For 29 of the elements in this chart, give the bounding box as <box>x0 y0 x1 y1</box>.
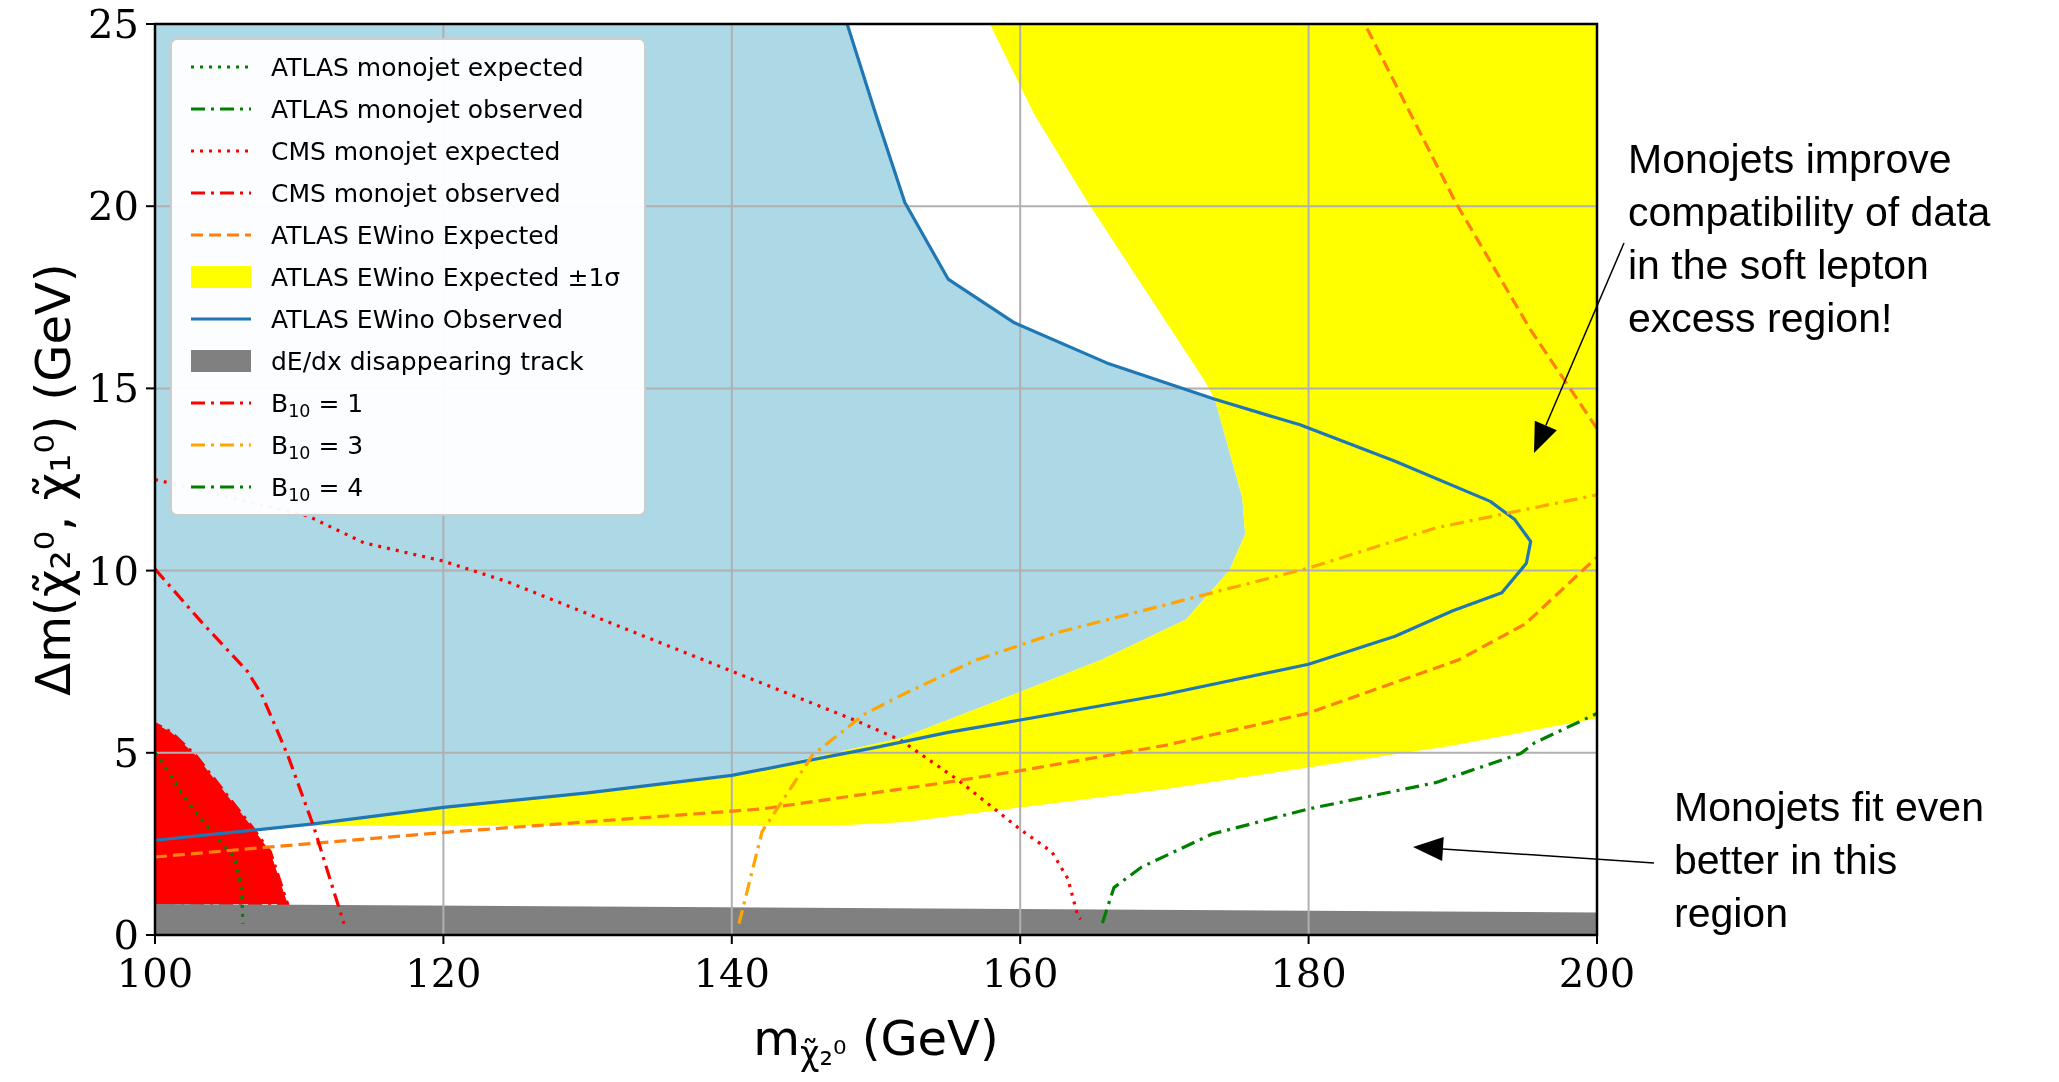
legend-label: B$_{10}$ = 3 <box>271 431 364 464</box>
y-tick-label: 5 <box>113 729 139 776</box>
x-tick-label: 160 <box>982 950 1059 996</box>
legend-label: ATLAS EWino Observed <box>271 305 564 334</box>
legend-label: CMS monojet expected <box>271 137 561 166</box>
y-tick-label: 10 <box>88 547 139 594</box>
legend-label: CMS monojet observed <box>271 179 561 208</box>
y-tick-label: 25 <box>88 1 139 47</box>
line-series <box>155 751 245 926</box>
line-series <box>737 493 1597 926</box>
legend-label: B$_{10}$ = 1 <box>271 389 364 422</box>
y-tick-label: 20 <box>88 183 139 230</box>
x-tick-label: 140 <box>693 950 770 996</box>
legend-label: ATLAS EWino Expected ±1σ <box>271 263 621 292</box>
text: Monojets fit even better in this region <box>1674 784 1984 936</box>
legend-label: B$_{10}$ = 4 <box>271 473 364 506</box>
x-tick-label: 120 <box>405 950 482 996</box>
legend-label: ATLAS monojet expected <box>271 53 584 82</box>
y-axis-title: Δm(χ̃₂⁰, χ̃₁⁰) (GeV) <box>25 263 81 696</box>
text: Monojets improve compatibility of data in the soft lepton excess region! <box>1628 136 1991 341</box>
x-tick-label: 200 <box>1558 950 1636 996</box>
line-series <box>1100 711 1597 925</box>
y-tick-label: 15 <box>88 365 139 412</box>
legend-label: ATLAS monojet observed <box>271 95 584 124</box>
line-series <box>155 567 346 926</box>
x-tick-label: 180 <box>1270 950 1347 996</box>
x-axis-title: m$_{χ̃₂⁰}$ (GeV) <box>753 1010 999 1074</box>
legend-label: ATLAS EWino Expected <box>271 221 560 250</box>
legend-label: dE/dx disappearing track <box>271 347 585 376</box>
